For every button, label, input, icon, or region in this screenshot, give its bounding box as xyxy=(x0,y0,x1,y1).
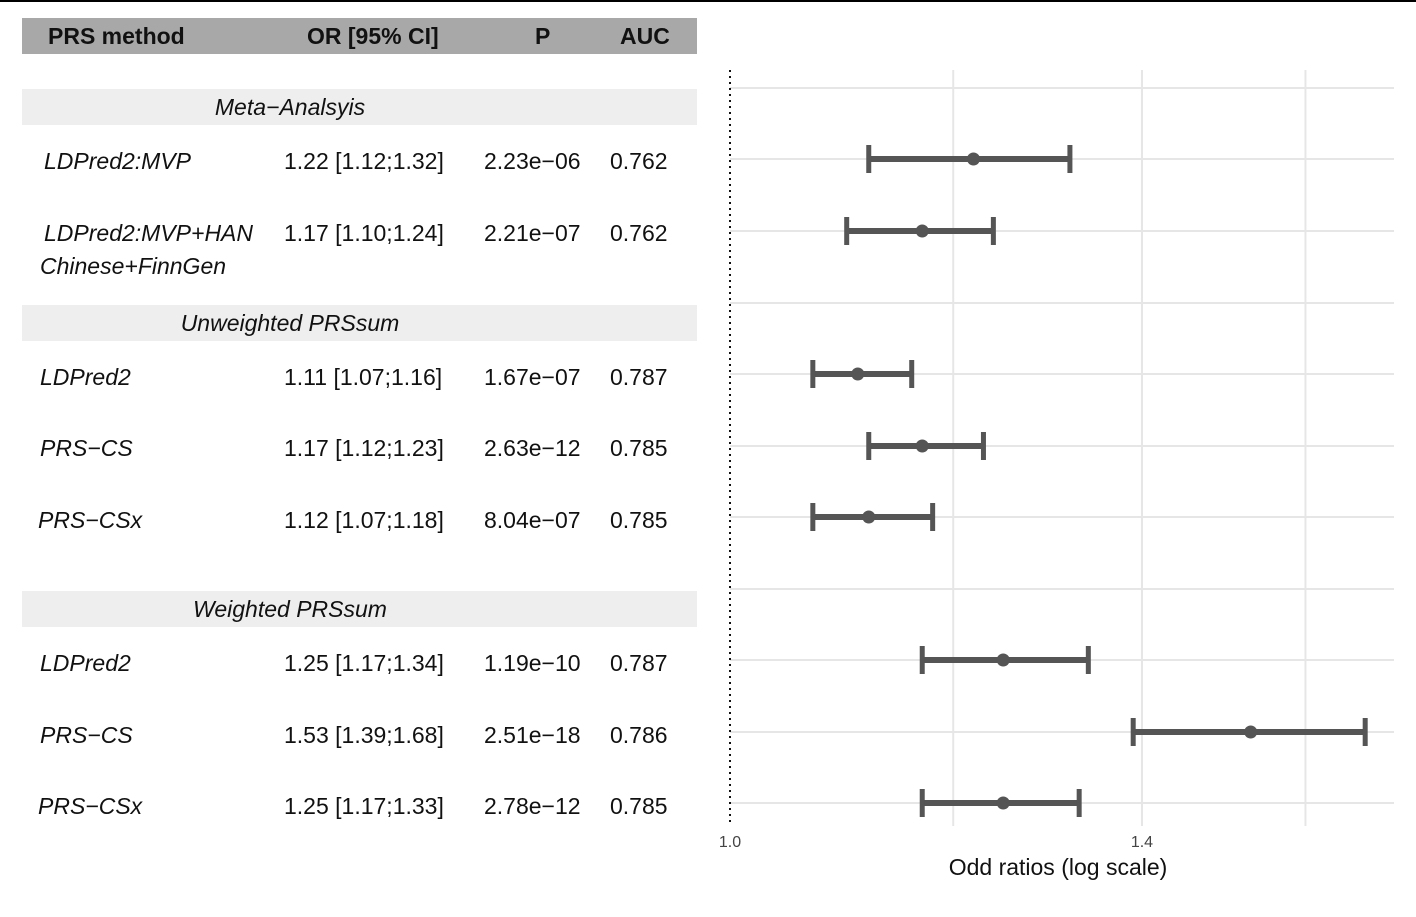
row-or: 1.25 [1.17;1.33] xyxy=(284,793,444,819)
table-header: PRS method OR [95% CI] P AUC xyxy=(22,18,697,54)
header-method: PRS method xyxy=(48,23,185,49)
row-or: 1.53 [1.39;1.68] xyxy=(284,722,444,748)
section-title: Meta−Analsyis xyxy=(214,94,366,120)
or-point xyxy=(851,367,865,381)
row-p: 2.23e−06 xyxy=(484,148,581,174)
row-name: PRS−CS xyxy=(40,722,133,748)
x-tick-label: 1.4 xyxy=(1131,834,1153,851)
section-band-unweighted: Unweighted PRSsum xyxy=(22,305,697,341)
row-or: 1.12 [1.07;1.18] xyxy=(284,507,444,533)
section-band-meta: Meta−Analsyis xyxy=(22,89,697,125)
row-auc: 0.785 xyxy=(610,793,668,819)
row-name: PRS−CSx xyxy=(38,507,143,533)
row-name: PRS−CS xyxy=(40,435,133,461)
or-point xyxy=(966,152,980,166)
row-auc: 0.762 xyxy=(610,148,668,174)
x-axis-label: Odd ratios (log scale) xyxy=(949,854,1168,880)
or-point xyxy=(996,796,1010,810)
row-or: 1.17 [1.12;1.23] xyxy=(284,435,444,461)
top-rule xyxy=(0,0,1416,2)
row-auc: 0.786 xyxy=(610,722,668,748)
row-p: 2.63e−12 xyxy=(484,435,581,461)
row-name-line2: Chinese+FinnGen xyxy=(40,253,227,279)
row-or: 1.25 [1.17;1.34] xyxy=(284,650,444,676)
row-auc: 0.785 xyxy=(610,507,668,533)
row-p: 8.04e−07 xyxy=(484,507,581,533)
row-p: 1.67e−07 xyxy=(484,364,581,390)
row-p: 1.19e−10 xyxy=(484,650,581,676)
row-or: 1.22 [1.12;1.32] xyxy=(284,148,444,174)
row-name: LDPred2:MVP xyxy=(44,148,192,174)
header-p: P xyxy=(535,23,551,49)
row-p: 2.51e−18 xyxy=(484,722,581,748)
section-title: Unweighted PRSsum xyxy=(180,310,400,336)
row-auc: 0.787 xyxy=(610,650,668,676)
section-title: Weighted PRSsum xyxy=(193,596,387,622)
row-auc: 0.785 xyxy=(610,435,668,461)
or-point xyxy=(862,510,876,524)
row-or: 1.11 [1.07;1.16] xyxy=(284,364,443,390)
or-point xyxy=(915,439,929,453)
row-name: LDPred2:MVP+HAN xyxy=(44,220,253,246)
or-point xyxy=(1244,725,1258,739)
row-or: 1.17 [1.10;1.24] xyxy=(284,220,444,246)
row-auc: 0.787 xyxy=(610,364,668,390)
or-point xyxy=(915,224,929,238)
row-name: LDPred2 xyxy=(40,650,131,676)
row-p: 2.21e−07 xyxy=(484,220,581,246)
x-tick-label: 1.0 xyxy=(719,834,741,851)
header-or: OR [95% CI] xyxy=(307,23,439,49)
row-p: 2.78e−12 xyxy=(484,793,581,819)
row-name: LDPred2 xyxy=(40,364,131,390)
row-auc: 0.762 xyxy=(610,220,668,246)
row-name: PRS−CSx xyxy=(38,793,143,819)
header-auc: AUC xyxy=(620,23,670,49)
or-point xyxy=(996,653,1010,667)
section-band-weighted: Weighted PRSsum xyxy=(22,591,697,627)
